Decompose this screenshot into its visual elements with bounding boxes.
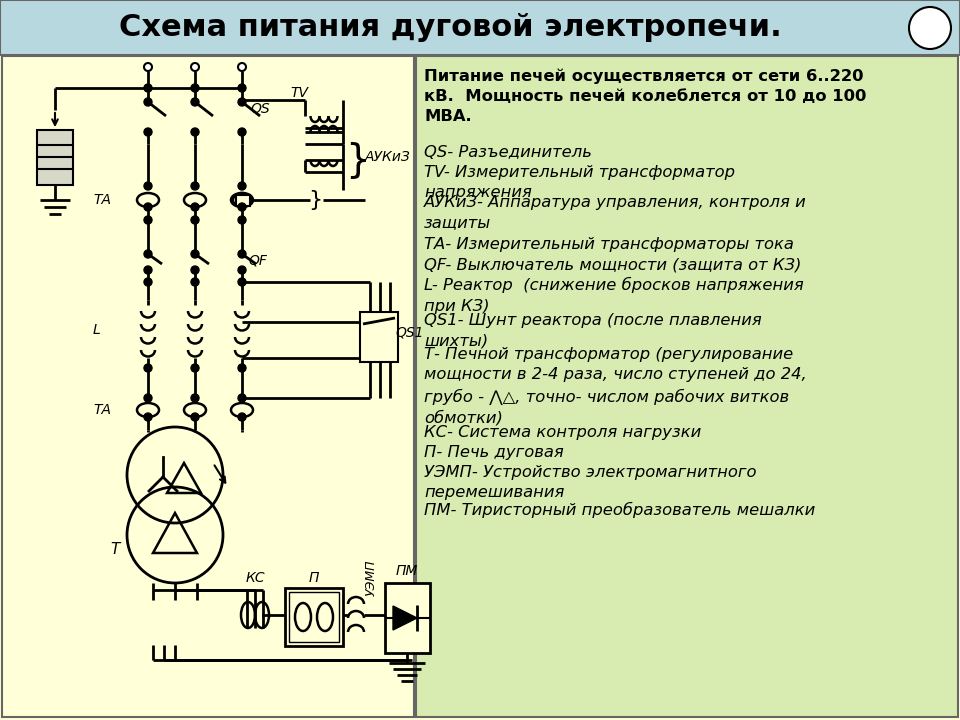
Text: QF- Выключатель мощности (защита от КЗ): QF- Выключатель мощности (защита от КЗ): [424, 257, 802, 272]
Circle shape: [191, 203, 199, 211]
Text: TV: TV: [290, 86, 308, 100]
Text: Питание печей осуществляется от сети 6..220
кВ.  Мощность печей колеблется от 10: Питание печей осуществляется от сети 6..…: [424, 68, 866, 125]
Circle shape: [238, 250, 246, 258]
Text: QS- Разъединитель: QS- Разъединитель: [424, 145, 592, 160]
Text: АУКиЗ: АУКиЗ: [365, 150, 411, 164]
Circle shape: [238, 364, 246, 372]
Circle shape: [144, 182, 152, 190]
Circle shape: [144, 278, 152, 286]
Circle shape: [909, 7, 951, 49]
Circle shape: [238, 84, 246, 92]
Circle shape: [144, 203, 152, 211]
Text: L- Реактор  (снижение бросков напряжения
при КЗ): L- Реактор (снижение бросков напряжения …: [424, 277, 804, 313]
Text: L: L: [93, 323, 101, 337]
Circle shape: [144, 216, 152, 224]
Circle shape: [144, 98, 152, 106]
Text: АУКиЗ- Аппаратура управления, контроля и
защиты: АУКиЗ- Аппаратура управления, контроля и…: [424, 195, 806, 230]
Polygon shape: [393, 606, 417, 630]
Circle shape: [144, 364, 152, 372]
Text: ТА- Измерительный трансформаторы тока: ТА- Измерительный трансформаторы тока: [424, 237, 794, 252]
Circle shape: [144, 413, 152, 421]
Circle shape: [238, 413, 246, 421]
Circle shape: [144, 250, 152, 258]
Text: Т- Печной трансформатор (регулирование
мощности в 2-4 раза, число ступеней до 24: Т- Печной трансформатор (регулирование м…: [424, 347, 806, 426]
Text: Схема питания дуговой электропечи.: Схема питания дуговой электропечи.: [119, 14, 781, 42]
Circle shape: [238, 203, 246, 211]
Text: ТА: ТА: [93, 403, 111, 417]
FancyBboxPatch shape: [0, 0, 960, 55]
Text: КС: КС: [245, 571, 265, 585]
FancyBboxPatch shape: [285, 588, 343, 646]
Circle shape: [144, 63, 152, 71]
Circle shape: [238, 394, 246, 402]
Text: ПМ- Тиристорный преобразователь мешалки: ПМ- Тиристорный преобразователь мешалки: [424, 502, 815, 518]
Circle shape: [144, 266, 152, 274]
Circle shape: [191, 98, 199, 106]
Text: П: П: [309, 571, 319, 585]
Circle shape: [191, 364, 199, 372]
Circle shape: [238, 182, 246, 190]
Text: УЭМП: УЭМП: [365, 559, 377, 596]
Circle shape: [144, 394, 152, 402]
Circle shape: [191, 128, 199, 136]
FancyBboxPatch shape: [360, 312, 398, 362]
Circle shape: [191, 216, 199, 224]
FancyBboxPatch shape: [416, 56, 958, 717]
Circle shape: [191, 278, 199, 286]
FancyBboxPatch shape: [385, 583, 430, 653]
Circle shape: [238, 216, 246, 224]
Text: КС- Система контроля нагрузки: КС- Система контроля нагрузки: [424, 425, 701, 440]
Text: TV- Измерительный трансформатор
напряжения: TV- Измерительный трансформатор напряжен…: [424, 165, 735, 200]
Circle shape: [191, 266, 199, 274]
Text: ПМ: ПМ: [396, 564, 419, 578]
Circle shape: [238, 63, 246, 71]
Circle shape: [191, 84, 199, 92]
Circle shape: [238, 266, 246, 274]
Text: Т: Т: [110, 542, 119, 557]
FancyBboxPatch shape: [236, 195, 250, 206]
Text: }: }: [345, 141, 370, 179]
Circle shape: [144, 84, 152, 92]
Text: УЭМП- Устройство электромагнитного
перемешивания: УЭМП- Устройство электромагнитного перем…: [424, 465, 756, 500]
FancyBboxPatch shape: [37, 130, 73, 185]
Circle shape: [191, 413, 199, 421]
Text: QS1: QS1: [395, 325, 423, 339]
Circle shape: [238, 98, 246, 106]
Text: QS1- Шунт реактора (после плавления
шихты): QS1- Шунт реактора (после плавления шихт…: [424, 313, 761, 348]
Circle shape: [238, 278, 246, 286]
Text: П- Печь дуговая: П- Печь дуговая: [424, 445, 564, 460]
FancyBboxPatch shape: [2, 56, 414, 717]
Circle shape: [238, 128, 246, 136]
Circle shape: [191, 63, 199, 71]
Text: ТА: ТА: [93, 193, 111, 207]
Text: QS: QS: [250, 101, 270, 115]
Text: QF: QF: [248, 253, 267, 267]
Circle shape: [191, 250, 199, 258]
Ellipse shape: [233, 193, 251, 207]
Circle shape: [191, 394, 199, 402]
Circle shape: [144, 128, 152, 136]
Circle shape: [191, 182, 199, 190]
Text: }: }: [308, 190, 323, 210]
